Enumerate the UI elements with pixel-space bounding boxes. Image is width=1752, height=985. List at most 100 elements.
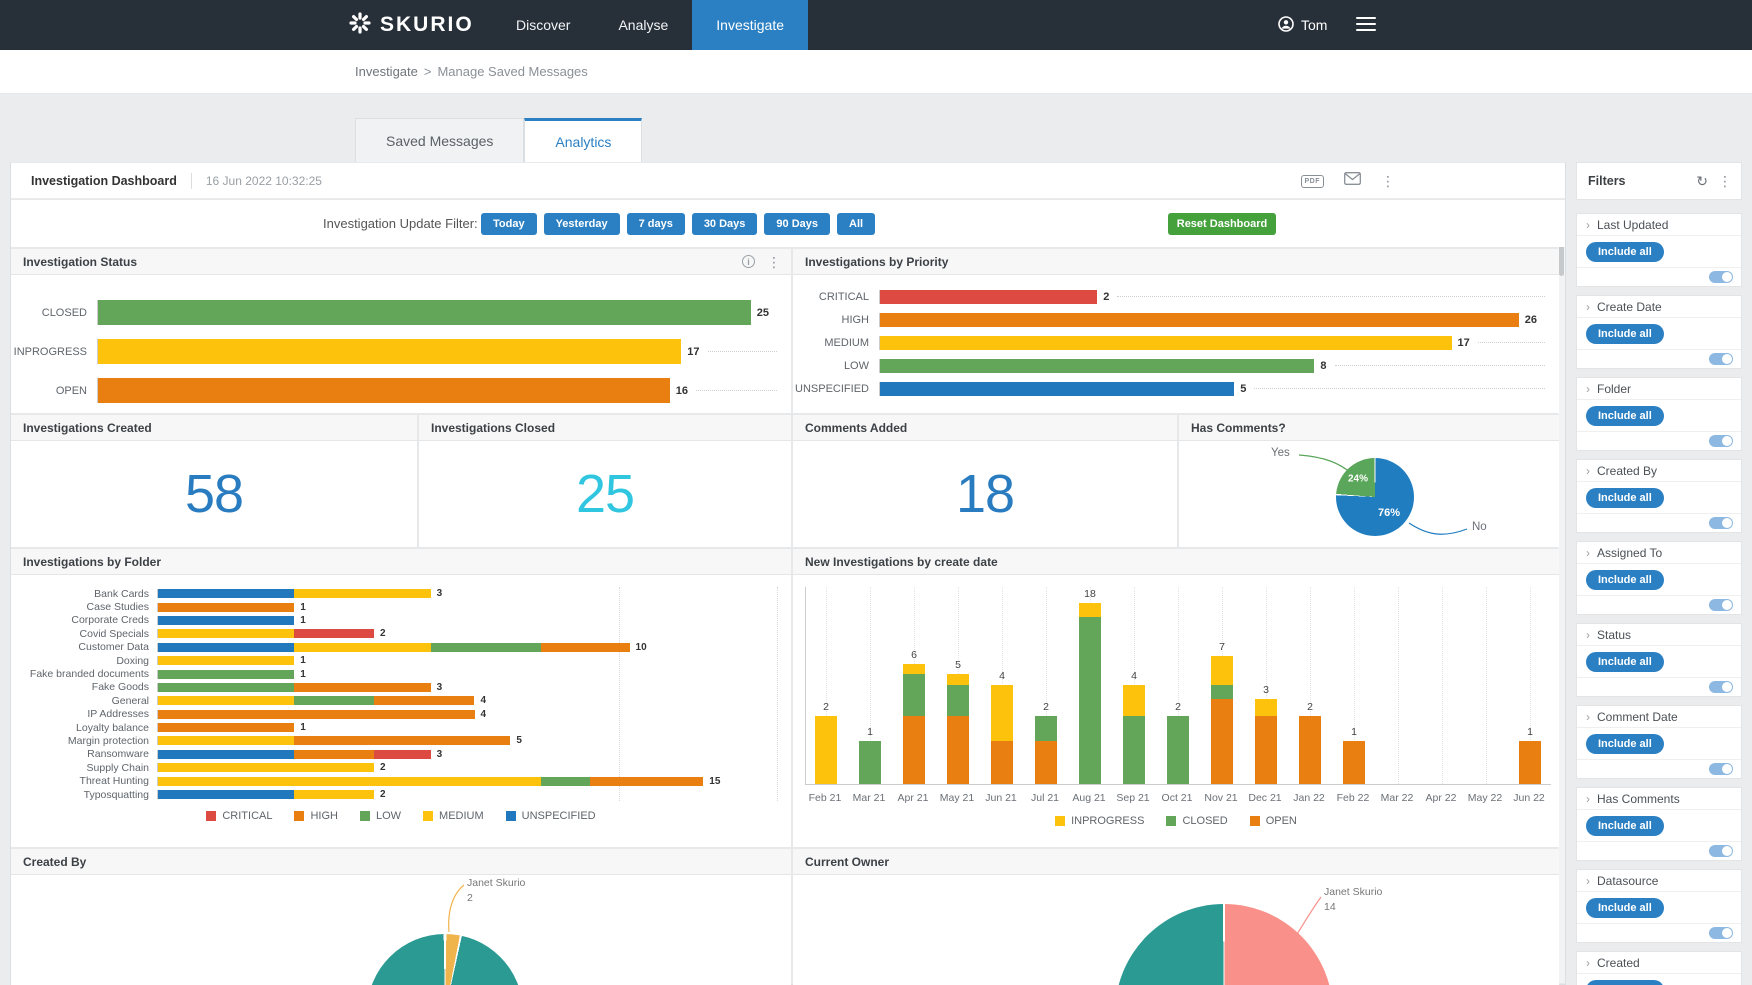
segment-medium[interactable] (158, 763, 375, 773)
quick-filter-90-days[interactable]: 90 Days (764, 213, 830, 235)
segment-inprogress[interactable] (991, 685, 1013, 742)
filter-toggle[interactable] (1709, 435, 1733, 447)
segment-unspecified[interactable] (158, 589, 295, 599)
segment-low[interactable] (158, 682, 295, 692)
segment-medium[interactable] (158, 736, 295, 746)
info-icon[interactable]: i (742, 255, 755, 268)
segment-unspecified[interactable] (158, 615, 295, 625)
include-all-button[interactable]: Include all (1586, 241, 1664, 262)
segment-high[interactable] (294, 736, 511, 746)
filter-toggle[interactable] (1709, 845, 1733, 857)
segment-high[interactable] (590, 776, 704, 786)
segment-inprogress[interactable] (1211, 656, 1233, 685)
segment-inprogress[interactable] (903, 664, 925, 674)
segment-open[interactable] (1211, 698, 1233, 784)
segment-medium[interactable] (158, 629, 295, 639)
segment-low[interactable] (430, 642, 541, 652)
segment-high[interactable] (374, 696, 475, 706)
nav-item-investigate[interactable]: Investigate (692, 0, 808, 50)
filter-section-header[interactable]: › Comment Date (1577, 706, 1741, 728)
segment-unspecified[interactable] (158, 642, 295, 652)
segment-open[interactable] (1255, 716, 1277, 784)
filters-menu-icon[interactable]: ⋮ (1718, 173, 1732, 189)
segment-medium[interactable] (294, 790, 375, 800)
segment-medium[interactable] (158, 776, 541, 786)
quick-filter-7-days[interactable]: 7 days (626, 213, 685, 235)
dashboard-menu-icon[interactable]: ⋮ (1381, 173, 1395, 189)
bar-low[interactable] (880, 358, 1315, 373)
filter-section-header[interactable]: › Assigned To (1577, 542, 1741, 564)
nav-item-analyse[interactable]: Analyse (618, 17, 669, 33)
segment-open[interactable] (1299, 716, 1321, 784)
panel-menu-icon[interactable]: ⋮ (767, 253, 781, 270)
include-all-button[interactable]: Include all (1586, 897, 1664, 918)
segment-low[interactable] (158, 669, 295, 679)
current-owner-pie-circle[interactable] (1115, 904, 1333, 985)
segment-closed[interactable] (947, 685, 969, 717)
segment-critical[interactable] (374, 749, 431, 759)
segment-medium[interactable] (158, 656, 295, 666)
segment-open[interactable] (1343, 741, 1365, 784)
bar-closed[interactable] (98, 300, 751, 325)
filter-toggle[interactable] (1709, 599, 1733, 611)
email-icon[interactable] (1344, 172, 1361, 190)
filter-toggle[interactable] (1709, 763, 1733, 775)
bar-critical[interactable] (880, 289, 1098, 304)
include-all-button[interactable]: Include all (1586, 979, 1664, 985)
filter-section-header[interactable]: › Has Comments (1577, 788, 1741, 810)
segment-medium[interactable] (294, 642, 431, 652)
segment-closed[interactable] (859, 741, 881, 784)
include-all-button[interactable]: Include all (1586, 405, 1664, 426)
include-all-button[interactable]: Include all (1586, 323, 1664, 344)
quick-filter-today[interactable]: Today (481, 213, 537, 235)
segment-closed[interactable] (903, 673, 925, 717)
nav-item-discover[interactable]: Discover (516, 17, 571, 33)
bar-inprogress[interactable] (98, 339, 682, 364)
segment-high[interactable] (158, 709, 475, 719)
bar-high[interactable] (880, 312, 1519, 327)
segment-unspecified[interactable] (158, 749, 295, 759)
segment-high[interactable] (294, 682, 431, 692)
segment-high[interactable] (158, 602, 295, 612)
export-pdf-icon[interactable]: PDF (1300, 174, 1324, 188)
filter-section-header[interactable]: › Status (1577, 624, 1741, 646)
created-by-pie-circle[interactable] (367, 934, 523, 985)
segment-low[interactable] (294, 696, 375, 706)
segment-open[interactable] (903, 716, 925, 784)
filter-toggle[interactable] (1709, 681, 1733, 693)
segment-critical[interactable] (294, 629, 375, 639)
include-all-button[interactable]: Include all (1586, 569, 1664, 590)
segment-medium[interactable] (294, 589, 431, 599)
filter-section-header[interactable]: › Last Updated (1577, 214, 1741, 236)
filter-section-header[interactable]: › Created By (1577, 460, 1741, 482)
reset-dashboard-button[interactable]: Reset Dashboard (1168, 213, 1276, 235)
quick-filter-30-days[interactable]: 30 Days (691, 213, 758, 235)
segment-closed[interactable] (1211, 685, 1233, 699)
segment-inprogress[interactable] (815, 716, 837, 784)
user-menu[interactable]: Tom (1278, 0, 1327, 50)
segment-high[interactable] (294, 749, 375, 759)
has-comments-pie-circle[interactable] (1336, 458, 1414, 536)
include-all-button[interactable]: Include all (1586, 733, 1664, 754)
breadcrumb-section[interactable]: Investigate (355, 64, 418, 79)
filter-section-header[interactable]: › Datasource (1577, 870, 1741, 892)
segment-closed[interactable] (1167, 716, 1189, 784)
tab-saved-messages[interactable]: Saved Messages (355, 118, 525, 162)
segment-unspecified[interactable] (158, 790, 295, 800)
include-all-button[interactable]: Include all (1586, 651, 1664, 672)
quick-filter-yesterday[interactable]: Yesterday (543, 213, 620, 235)
segment-inprogress[interactable] (1079, 602, 1101, 618)
bar-unspecified[interactable] (880, 381, 1235, 396)
filter-section-header[interactable]: › Create Date (1577, 296, 1741, 318)
segment-closed[interactable] (1079, 617, 1101, 784)
segment-open[interactable] (1035, 741, 1057, 784)
bar-medium[interactable] (880, 335, 1452, 350)
bar-open[interactable] (98, 378, 670, 403)
filter-toggle[interactable] (1709, 271, 1733, 283)
hamburger-menu-icon[interactable] (1356, 17, 1376, 35)
quick-filter-all[interactable]: All (837, 213, 876, 235)
dashboard-scrollbar[interactable] (1558, 200, 1565, 983)
segment-high[interactable] (540, 642, 630, 652)
segment-open[interactable] (1519, 741, 1541, 784)
filter-section-header[interactable]: › Created (1577, 952, 1741, 974)
